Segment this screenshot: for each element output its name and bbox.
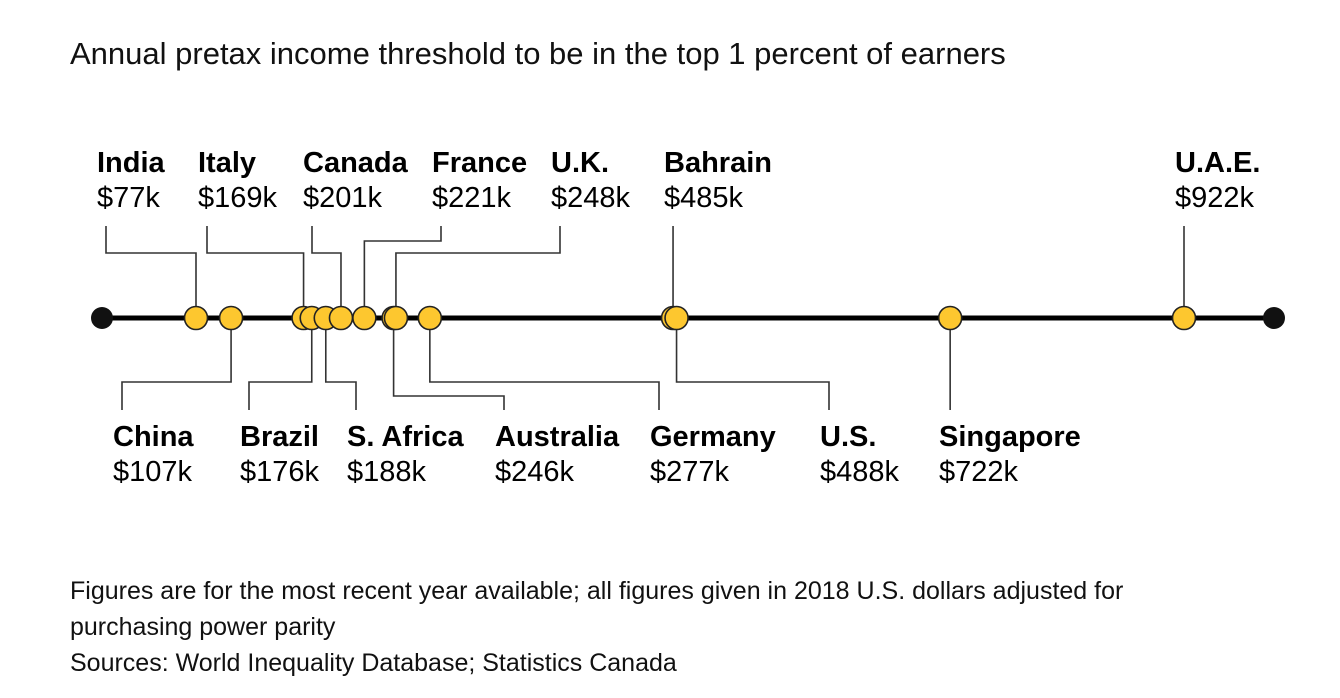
country-label-china: China	[113, 421, 194, 453]
sources-line: Sources: World Inequality Database; Stat…	[70, 649, 677, 677]
marker-india	[183, 305, 209, 331]
leader-line-u-s	[675, 318, 830, 410]
country-label-u-a-e: U.A.E.	[1175, 147, 1260, 179]
leader-line-canada	[311, 226, 342, 318]
marker-france	[352, 305, 377, 331]
axis-start-dot	[91, 307, 113, 329]
country-label-italy: Italy	[198, 147, 256, 179]
value-label-italy: $169k	[198, 182, 278, 214]
country-labels: India$77k China$107k Italy$169k Brazil$176k…	[97, 147, 1260, 488]
value-label-france: $221k	[432, 182, 512, 214]
value-label-bahrain: $485k	[664, 182, 744, 214]
country-label-australia: Australia	[495, 421, 620, 453]
country-label-india: India	[97, 147, 166, 179]
value-label-u-s: $488k	[820, 456, 900, 488]
leader-line-brazil	[248, 318, 313, 410]
note-line-1: Figures are for the most recent year ava…	[70, 577, 1124, 605]
value-label-u-k: $248k	[551, 182, 631, 214]
marker-singapore	[937, 305, 963, 331]
country-label-u-k: U.K.	[551, 147, 609, 179]
leader-line-china	[121, 318, 232, 410]
country-label-france: France	[432, 147, 527, 179]
value-label-germany: $277k	[650, 456, 730, 488]
country-label-germany: Germany	[650, 421, 776, 453]
leader-line-india	[105, 226, 197, 318]
chart-notes: Figures are for the most recent year ava…	[70, 573, 1123, 681]
marker-china	[218, 305, 244, 331]
country-label-canada: Canada	[303, 147, 409, 179]
value-label-china: $107k	[113, 456, 193, 488]
leader-lines	[105, 226, 1185, 410]
leader-line-australia	[392, 318, 505, 410]
value-label-u-a-e: $922k	[1175, 182, 1255, 214]
axis-end-dot	[1263, 307, 1285, 329]
marker-canada	[328, 305, 354, 331]
timeline-chart: India$77k China$107k Italy$169k Brazil$176k…	[91, 147, 1285, 488]
marker-germany	[417, 305, 443, 331]
country-label-s-africa: S. Africa	[347, 421, 464, 453]
note-line-2: purchasing power parity	[70, 613, 336, 641]
value-label-s-africa: $188k	[347, 456, 427, 488]
country-label-u-s: U.S.	[820, 421, 876, 453]
leader-line-germany	[429, 318, 660, 410]
leader-line-s-africa	[324, 318, 357, 410]
leader-line-u-k	[395, 226, 561, 318]
marker-u-k	[383, 305, 409, 331]
country-label-bahrain: Bahrain	[664, 147, 772, 179]
marker-u-a-e	[1171, 305, 1197, 331]
value-label-india: $77k	[97, 182, 160, 214]
value-label-canada: $201k	[303, 182, 383, 214]
marker-u-s	[664, 305, 689, 331]
country-label-singapore: Singapore	[939, 421, 1081, 453]
chart-title: Annual pretax income threshold to be in …	[70, 36, 1006, 71]
country-label-brazil: Brazil	[240, 421, 319, 453]
leader-line-italy	[206, 226, 305, 318]
value-label-brazil: $176k	[240, 456, 320, 488]
value-markers	[183, 305, 1197, 331]
value-label-australia: $246k	[495, 456, 575, 488]
value-label-singapore: $722k	[939, 456, 1019, 488]
leader-line-france	[363, 226, 442, 318]
